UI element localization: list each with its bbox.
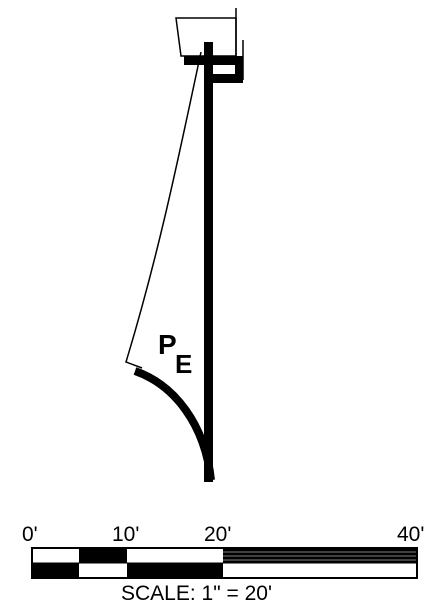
scale-seg-top-4	[223, 548, 417, 563]
scale-seg-bottom-1	[32, 563, 79, 578]
wall-cap-bottom-bar	[184, 56, 243, 65]
wall-cap-right-bar	[235, 56, 243, 83]
scale-seg-top-3	[127, 548, 223, 563]
pressure-label: P E	[158, 329, 192, 379]
scale-tick-label-10: 10'	[112, 523, 139, 546]
scale-seg-bottom-2	[79, 563, 127, 578]
scale-tick-label-0: 0'	[22, 523, 38, 546]
pressure-envelope-outline	[125, 51, 202, 369]
scale-bar: 0' 10' 20' 40' SCALE: 1" = 20'	[22, 523, 424, 605]
wall-stem	[204, 42, 213, 482]
scale-seg-bottom-3	[127, 563, 223, 578]
scale-seg-bottom-4	[223, 563, 417, 578]
pressure-base-curve	[133, 367, 215, 481]
scale-caption: SCALE: 1" = 20'	[121, 582, 272, 605]
scale-seg-top-1	[32, 548, 79, 563]
scale-tick-label-40: 40'	[397, 523, 424, 546]
scale-tick-label-20: 20'	[204, 523, 231, 546]
wall-cap-underside	[213, 74, 243, 83]
pressure-label-main: P	[158, 329, 177, 360]
scale-seg-top-2	[79, 548, 127, 563]
wall-cap	[175, 8, 244, 83]
pressure-label-subscript: E	[175, 349, 192, 379]
